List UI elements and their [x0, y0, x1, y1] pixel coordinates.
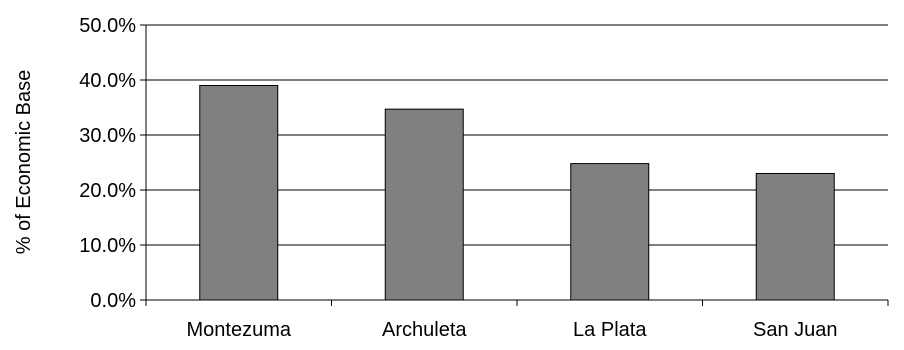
y-tick-label: 40.0% — [79, 70, 136, 92]
bar-archuleta — [384, 108, 464, 301]
x-tick-label: La Plata — [573, 319, 647, 341]
bar-montezuma — [199, 85, 279, 301]
y-tick-label: 30.0% — [79, 125, 136, 147]
axes — [140, 24, 889, 306]
x-tick-label: Archuleta — [382, 319, 467, 341]
x-tick-label: San Juan — [753, 319, 838, 341]
bars — [199, 85, 835, 301]
y-tick-label: 10.0% — [79, 235, 136, 257]
y-tick-labels: 0.0% 10.0% 20.0% 30.0% 40.0% 50.0% — [79, 15, 136, 312]
y-axis-title: % of Economic Base — [13, 70, 35, 255]
y-tick-label: 0.0% — [90, 290, 136, 312]
y-tick-label: 50.0% — [79, 15, 136, 37]
bar-la-plata — [570, 163, 650, 301]
x-tick-label: Montezuma — [187, 319, 292, 341]
x-tick-labels: Montezuma Archuleta La Plata San Juan — [187, 319, 838, 341]
y-tick-label: 20.0% — [79, 180, 136, 202]
bar-san-juan — [755, 173, 835, 301]
